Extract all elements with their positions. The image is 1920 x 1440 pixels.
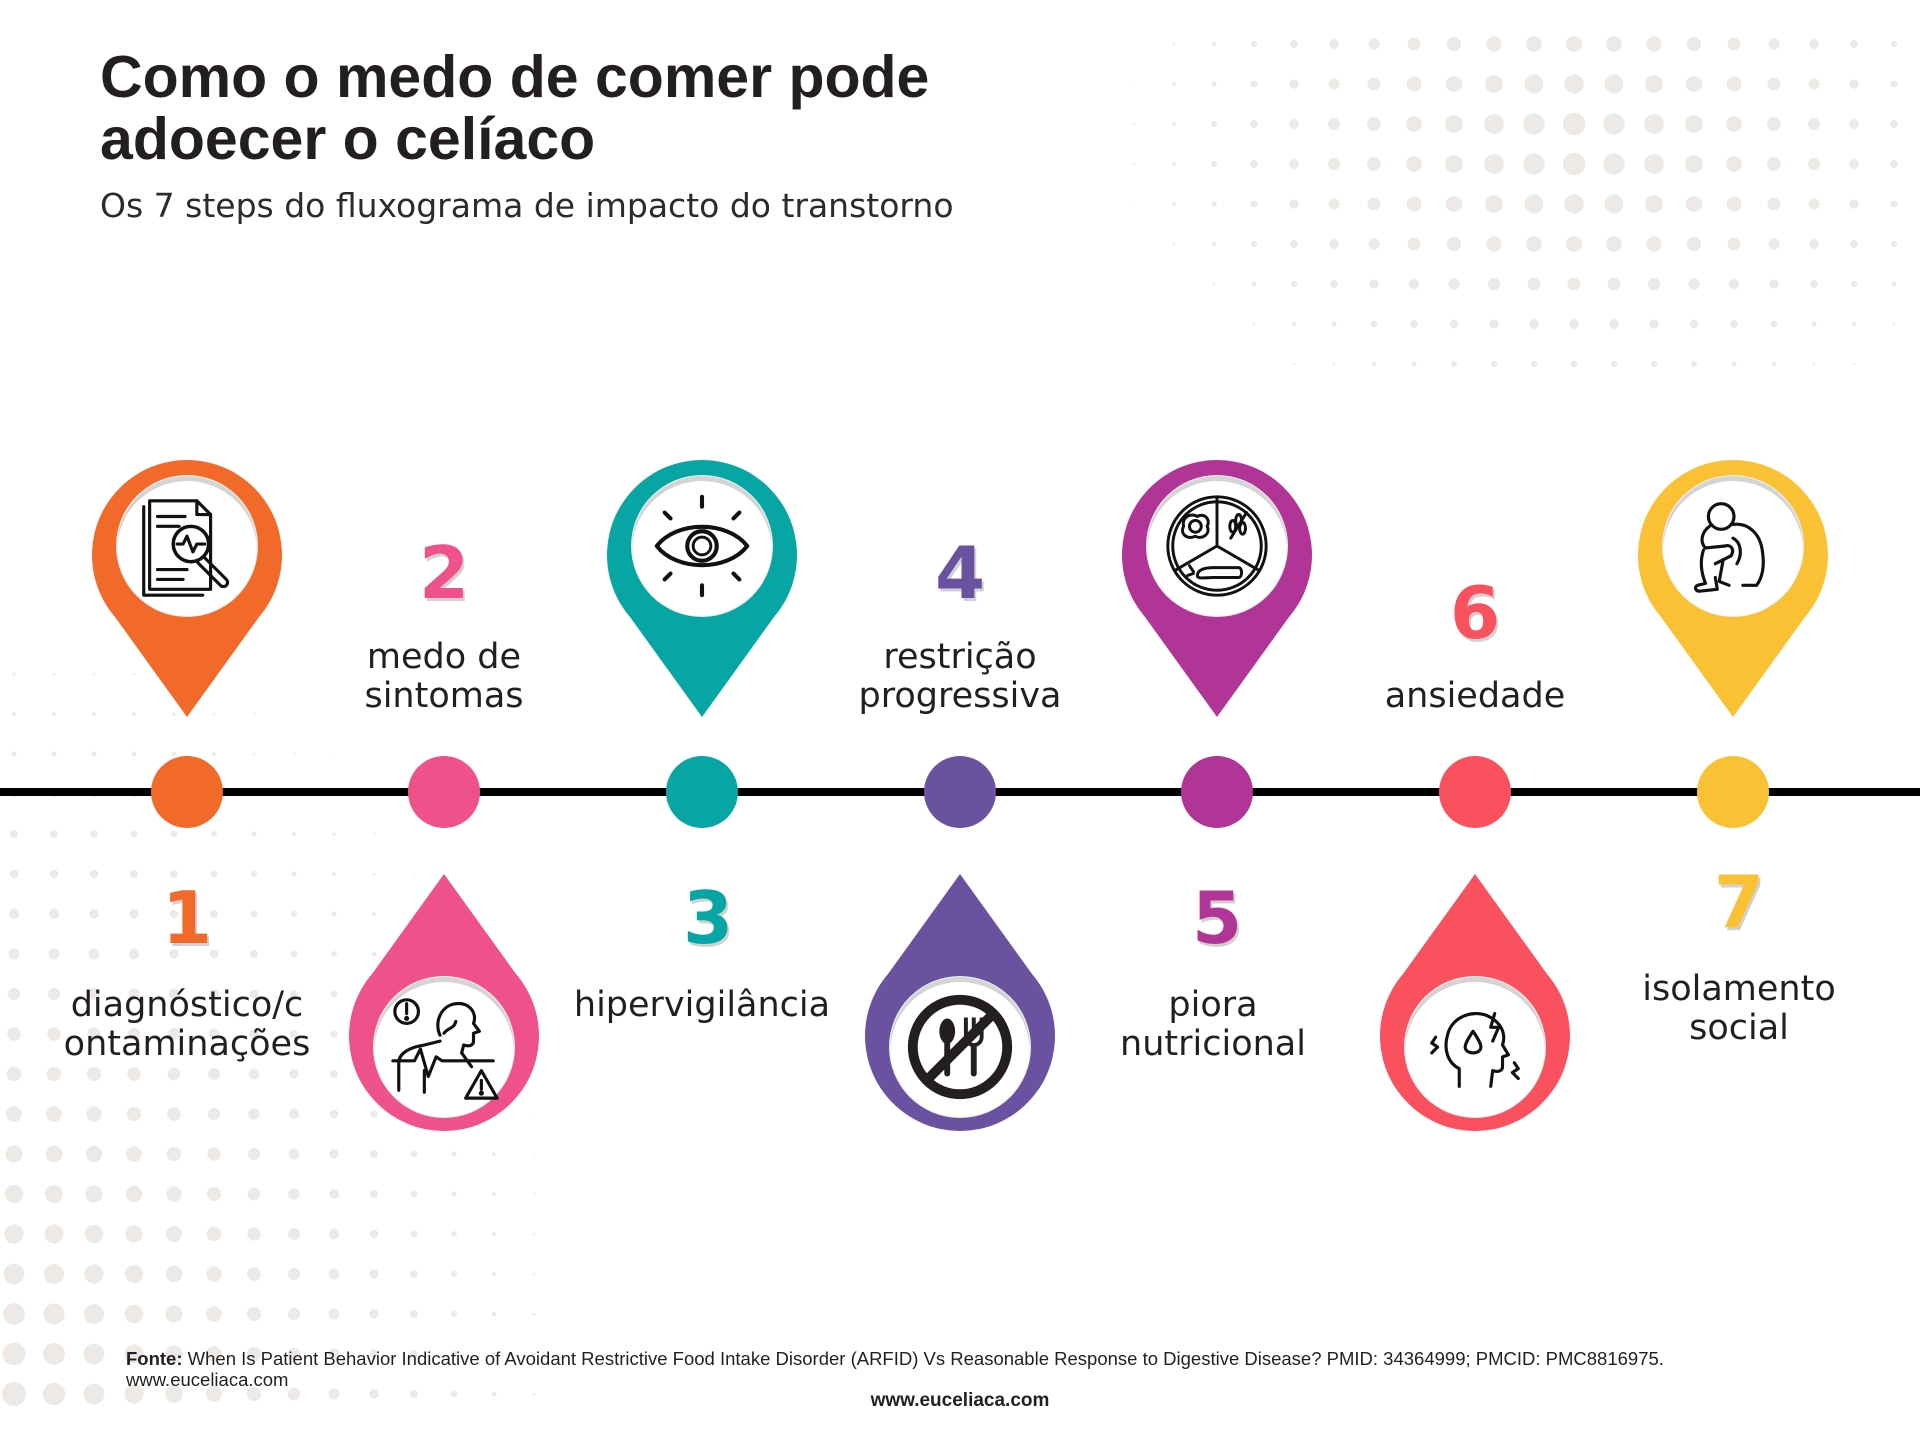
food-plate-icon	[1158, 487, 1276, 605]
step-5-pin	[1117, 447, 1317, 727]
step-4-icon-circle	[890, 977, 1030, 1117]
step-1-pin	[87, 447, 287, 727]
source-text: When Is Patient Behavior Indicative of A…	[126, 1348, 1664, 1390]
timeline-dot-4	[924, 756, 996, 828]
step-6-number: 6	[1449, 571, 1501, 655]
step-7-label: isolamento social	[1642, 969, 1836, 1048]
step-2-number: 2	[418, 531, 470, 615]
isolated-person-icon	[1674, 487, 1792, 605]
title-line-1: Como o medo de comer pode	[100, 44, 930, 110]
document-magnifier-icon	[128, 487, 246, 605]
step-2-icon-circle	[374, 977, 514, 1117]
title-line-2: adoecer o celíaco	[100, 106, 596, 172]
step-1-icon-circle	[117, 476, 257, 616]
step-4-label: restrição progressiva	[858, 637, 1062, 716]
step-1-number: 1	[161, 876, 213, 960]
step-3-label: hipervigilância	[573, 985, 831, 1025]
dot-pattern-left	[2, 672, 536, 1406]
no-eating-icon	[901, 988, 1019, 1106]
eye-icon	[643, 487, 761, 605]
timeline-dot-6	[1439, 756, 1511, 828]
step-7-pin	[1633, 447, 1833, 727]
step-1-label: diagnóstico/c ontaminações	[63, 985, 311, 1064]
step-6-label: ansiedade	[1384, 676, 1566, 716]
step-5-icon-circle	[1147, 476, 1287, 616]
source-citation: Fonte: When Is Patient Behavior Indicati…	[126, 1348, 1826, 1390]
step-2-label: medo de sintomas	[364, 637, 524, 716]
timeline-dot-5	[1181, 756, 1253, 828]
person-warning-icon	[385, 988, 503, 1106]
timeline-dot-3	[666, 756, 738, 828]
step-5-label: piora nutricional	[1120, 985, 1306, 1064]
step-4-number: 4	[934, 531, 986, 615]
timeline-dot-1	[151, 756, 223, 828]
step-3-number: 3	[682, 876, 734, 960]
step-7-number: 7	[1713, 860, 1765, 944]
source-label: Fonte:	[126, 1348, 183, 1369]
step-3-icon-circle	[632, 476, 772, 616]
step-7-icon-circle	[1663, 476, 1803, 616]
step-5-number: 5	[1191, 876, 1243, 960]
timeline-dot-2	[408, 756, 480, 828]
step-6-pin	[1375, 866, 1575, 1146]
footer-website: www.euceliaca.com	[870, 1390, 1050, 1411]
page-subtitle: Os 7 steps do fluxograma de impacto do t…	[100, 186, 954, 225]
step-2-pin	[344, 866, 544, 1146]
timeline-dot-7	[1697, 756, 1769, 828]
anxious-head-icon	[1416, 988, 1534, 1106]
step-4-pin	[860, 866, 1060, 1146]
step-3-pin	[602, 447, 802, 727]
page-title: Como o medo de comer pode adoecer o celí…	[100, 46, 1080, 170]
dot-pattern-top-right	[1133, 35, 1898, 368]
step-6-icon-circle	[1405, 977, 1545, 1117]
